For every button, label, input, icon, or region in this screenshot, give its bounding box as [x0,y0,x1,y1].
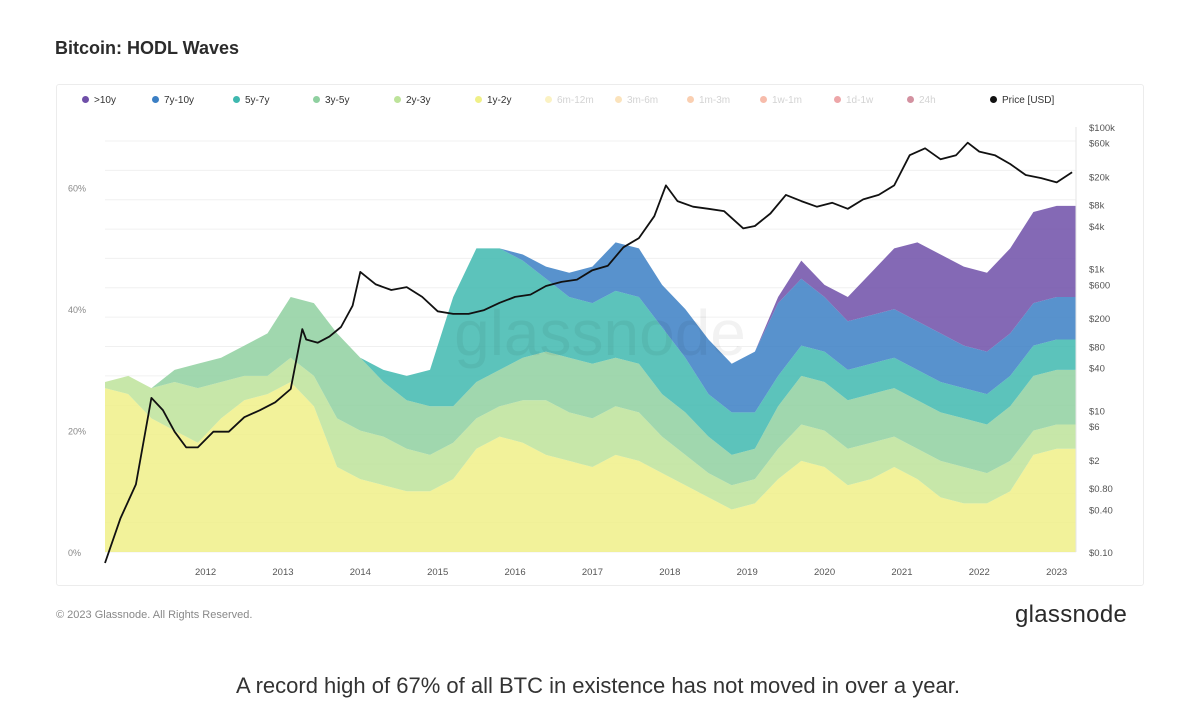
legend-item[interactable]: Price [USD] [990,95,1054,106]
chart-title: Bitcoin: HODL Waves [55,38,240,58]
legend-item[interactable]: 6m-12m [545,95,594,106]
legend-item[interactable]: 1m-3m [687,95,730,106]
y-right-tick-label: $200 [1089,314,1110,325]
x-tick-label: 2018 [659,567,680,578]
legend-label: 6m-12m [557,95,594,106]
x-tick-label: 2020 [814,567,835,578]
y-right-tick-label: $1k [1089,265,1105,276]
legend-item[interactable]: >10y [82,95,116,106]
legend-swatch-icon [394,96,401,103]
area-band-10y [105,205,1076,389]
y-right-tick-label: $10 [1089,406,1105,417]
y-left-tick-label: 0% [68,548,81,558]
x-tick-label: 2016 [504,567,525,578]
x-tick-label: 2017 [582,567,603,578]
x-tick-label: 2021 [891,567,912,578]
legend-swatch-icon [313,96,320,103]
legend-item[interactable]: 7y-10y [152,95,194,106]
area-band-3y5y [105,297,1076,486]
chart-legend: >10y 7y-10y 5y-7y 3y-5y 2y-3y 1y-2y 6m-12m 3m-6… [82,95,1082,111]
legend-label: 2y-3y [406,95,431,106]
y-left-tick-label: 40% [68,305,86,315]
y-right-tick-label: $100k [1089,123,1115,134]
copyright-text: © 2023 Glassnode. All Rights Reserved. [56,609,253,621]
legend-item[interactable]: 1y-2y [475,95,511,106]
y-right-tick-label: $40 [1089,364,1105,375]
legend-label: 1d-1w [846,95,874,106]
x-tick-label: 2013 [272,567,293,578]
x-tick-label: 2023 [1046,567,1067,578]
legend-label: 24h [919,95,936,106]
legend-label: 3m-6m [627,95,659,106]
x-tick-label: 2019 [737,567,758,578]
legend-swatch-icon [233,96,240,103]
y-right-tick-label: $0.10 [1089,548,1113,559]
x-tick-label: 2022 [969,567,990,578]
y-right-tick-label: $20k [1089,173,1110,184]
y-right-tick-label: $2 [1089,456,1100,467]
legend-swatch-icon [82,96,89,103]
legend-swatch-icon [615,96,622,103]
watermark-text: glassnode [454,297,746,369]
legend-item[interactable]: 2y-3y [394,95,430,106]
y-right-tick-label: $6 [1089,422,1100,433]
y-right-tick-label: $600 [1089,280,1110,291]
area-band-2y3y [105,357,1076,510]
x-tick-label: 2015 [427,567,448,578]
legend-label: 1m-3m [699,95,731,106]
legend-item[interactable]: 3m-6m [615,95,658,106]
legend-swatch-icon [907,96,914,103]
legend-label: 3y-5y [325,95,350,106]
legend-item[interactable]: 24h [907,95,936,106]
legend-label: 1w-1m [772,95,803,106]
caption-text: A record high of 67% of all BTC in exist… [236,673,960,698]
y-left-tick-label: 20% [68,427,86,437]
legend-item[interactable]: 3y-5y [313,95,349,106]
y-right-tick-label: $0.80 [1089,484,1113,495]
legend-item[interactable]: 5y-7y [233,95,269,106]
legend-label: >10y [94,95,116,106]
legend-label: 7y-10y [164,95,195,106]
y-right-tick-label: $4k [1089,222,1105,233]
y-left-tick-label: 60% [68,184,86,194]
area-band-5y7y [105,248,1076,455]
price-line [104,141,1073,564]
y-right-tick-label: $0.40 [1089,505,1113,516]
y-right-tick-label: $80 [1089,342,1105,353]
x-tick-label: 2014 [350,567,371,578]
legend-label: 1y-2y [487,95,512,106]
legend-swatch-icon [990,96,997,103]
legend-label: Price [USD] [1002,95,1055,106]
legend-item[interactable]: 1w-1m [760,95,802,106]
legend-swatch-icon [545,96,552,103]
legend-swatch-icon [834,96,841,103]
x-tick-label: 2012 [195,567,216,578]
y-right-tick-label: $8k [1089,201,1105,212]
y-right-tick-label: $60k [1089,139,1110,150]
area-band-7y10y [105,242,1076,413]
legend-item[interactable]: 1d-1w [834,95,873,106]
glassnode-logo[interactable]: glassnode [1015,601,1128,628]
legend-swatch-icon [152,96,159,103]
legend-label: 5y-7y [245,95,270,106]
legend-swatch-icon [687,96,694,103]
area-band-1y2y [105,382,1076,552]
legend-swatch-icon [760,96,767,103]
legend-swatch-icon [475,96,482,103]
